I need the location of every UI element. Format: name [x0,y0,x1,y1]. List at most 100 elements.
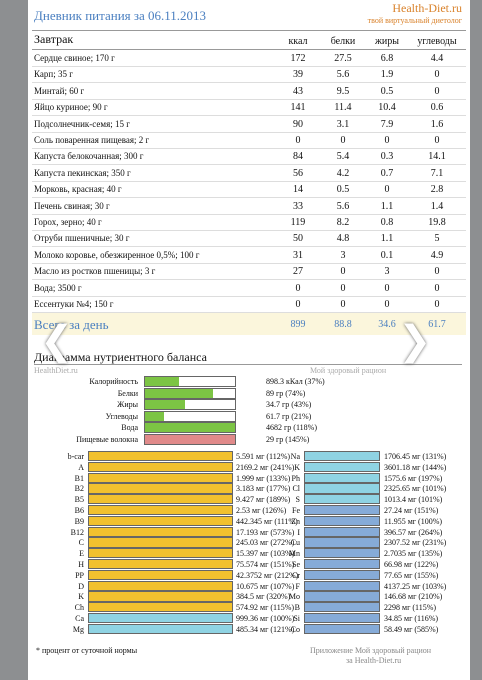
food-value: 5.4 [336,151,350,163]
nutrient-value: 29 гр (145%) [266,435,310,444]
bar-track [88,613,233,624]
nutrient-value: 34.85 мг (116%) [384,614,439,623]
nutrient-value: 58.49 мг (585%) [384,624,439,634]
bar [89,506,232,515]
nutrient-value: 2298 мг (115%) [384,603,437,613]
nutrient-name: Si [293,614,300,623]
food-row [32,181,466,199]
food-value: 141 [290,102,306,114]
bar-track [88,548,233,559]
nutrient-value: 61.7 гр (21%) [266,411,312,421]
nutrient-value: 3601.18 мг (144%) [384,462,447,472]
bar [305,506,379,515]
nutrient-name: H [78,560,84,569]
bar [89,484,232,493]
nutrient-name: B2 [74,484,84,494]
bar [89,452,232,461]
total-value: 88.8 [334,319,352,330]
bar-track [144,399,236,411]
total-row [32,313,466,335]
nutrient-value: 4137.25 мг (103%) [384,581,447,591]
bar [145,435,235,445]
food-row [32,83,466,100]
nutrient-name: Se [292,560,300,569]
food-value: 172 [290,53,306,64]
food-value: 0 [384,135,390,146]
bar [89,560,232,569]
prev-arrow[interactable]: ❮ [40,318,74,364]
bar-track [88,472,233,483]
nutrient-name: PP [75,570,84,580]
food-value: 0 [340,299,346,310]
bar [89,592,232,601]
food-value: 1.1 [380,233,394,245]
food-value: 0 [340,266,346,278]
nutrient-value: 34.7 гр (43%) [266,400,312,410]
nutrient-value: 245.03 мг (272%) [236,538,295,548]
food-value: 27 [293,266,303,278]
bar [305,592,379,601]
app-footer: за Health-Diet.ru [346,656,402,665]
bar [145,388,214,398]
nutrient-name: S [295,495,300,505]
nutrient-value: 146.68 мг (210%) [384,592,443,602]
food-value: 0 [434,85,440,97]
diagram-app: Мой здоровый рацион [310,366,387,375]
nutrient-name: Ch [74,603,84,613]
next-arrow[interactable]: ❯ [398,318,432,364]
nutrient-value: 66.98 мг (122%) [384,560,439,569]
nutrient-name: C [78,538,84,548]
nutrient-name: Mo [288,592,300,602]
food-value: 0 [384,299,390,310]
nutrient-name: B12 [70,527,84,537]
bar [305,462,379,472]
nutrient-name: B5 [74,495,84,505]
bar [89,624,232,634]
food-value: 14 [293,184,303,196]
bar-track [144,376,236,388]
nutrient-value: 15.397 мг (103%) [236,549,295,559]
food-row [32,116,466,133]
food-value: 4.8 [336,233,350,245]
bar [145,377,180,387]
food-row [32,148,466,166]
total-label: Всего за день [34,317,109,332]
nutrient-name: Вода [121,423,138,433]
food-value: 5.6 [336,69,350,81]
bar-track [304,451,380,462]
food-value: 0.7 [380,167,394,179]
column-header: жиры [375,36,399,47]
food-name: Отруби пшеничные; 30 г [34,233,130,244]
nutrient-value: 77.65 мг (155%) [384,570,439,580]
nutrient-value: 442.345 мг (111%) [236,516,298,526]
food-value: 90 [293,118,303,130]
bar-track [144,434,236,446]
section: Завтрак [34,32,74,46]
nutrient-value: 396.57 мг (264%) [384,527,443,537]
food-value: 27.5 [334,53,352,64]
food-value: 11.4 [334,102,352,114]
nutrient-value: 89 гр (74%) [266,388,306,398]
nutrient-value: 42.3752 мг (212%) [236,570,299,580]
food-value: 0.3 [380,151,394,163]
nutrient-name: B9 [74,516,84,526]
bar [145,400,185,410]
nutrient-name: B1 [74,473,84,483]
bar-track [88,569,233,581]
bar-track [304,472,380,483]
title: Дневник питания за 06.11.2013 [34,8,207,23]
food-name: Сердце свиное; 170 г [34,53,115,63]
food-value: 56 [293,167,303,179]
food-value: 4.9 [430,249,444,261]
bar-track [88,483,233,494]
food-value: 0 [295,299,301,310]
food-row [32,132,466,149]
bar [305,473,379,482]
food-row [32,198,466,215]
bar [305,527,379,536]
food-value: 10.4 [378,102,396,114]
food-value: 14.1 [428,151,446,163]
bar-track [304,591,380,602]
nutrient-value: 2.7035 мг (135%) [384,549,443,559]
bar-track [304,505,380,516]
